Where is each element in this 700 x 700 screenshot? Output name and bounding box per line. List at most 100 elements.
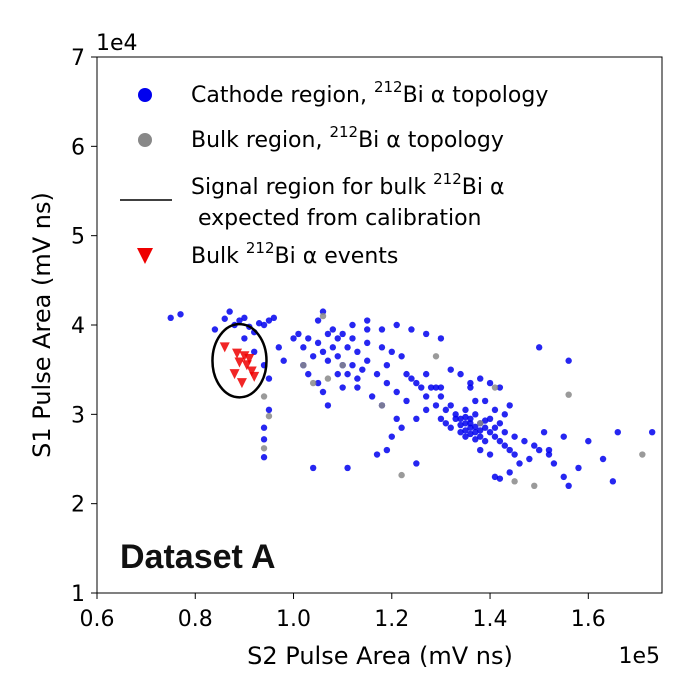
cathode-point [609,478,617,485]
cathode-point [462,420,469,427]
cathode-point [467,379,474,387]
y-tick-label: 4 [71,314,85,339]
cathode-point [364,317,371,324]
x-tick-label: 1.0 [276,607,311,632]
bulk-point [432,353,440,360]
cathode-point [349,321,356,329]
y-tick-label: 1 [71,582,85,607]
cathode-point [334,335,341,342]
cathode-point [295,330,302,338]
cathode-point [486,429,494,436]
event-point [246,366,257,377]
cathode-point [506,402,513,409]
cathode-point [305,335,312,342]
cathode-point [251,348,258,355]
cathode-point [457,370,464,378]
cathode-point [265,317,273,324]
y-tick-label: 2 [71,493,85,518]
cathode-point [211,326,219,333]
cathode-point [481,424,489,431]
cathode-point [486,379,494,387]
cathode-point [486,451,494,458]
cathode-point [516,460,523,467]
event-point [232,348,243,359]
cathode-point [472,423,479,431]
cathode-point [477,427,484,434]
legend-marker-cathode [138,88,152,102]
cathode-point [491,473,499,481]
x-tick-label: 0.8 [178,607,213,632]
cathode-point [383,362,391,369]
cathode-point [334,370,341,378]
bulk-point [639,451,646,458]
legend-label-signal-line2: expected from calibration [191,206,482,231]
cathode-point [241,335,248,342]
cathode-point [398,353,405,360]
x-multiplier: 1e5 [618,644,660,669]
cathode-point [260,454,268,461]
cathode-point [486,415,494,422]
cathode-point [319,348,327,355]
legend-label-signal-line1: Signal region for bulk 212Bi α [191,170,504,200]
cathode-point [599,455,607,463]
cathode-point [393,415,400,422]
bulk-point [565,391,572,398]
cathode-point [373,451,381,458]
cathode-point [545,451,553,458]
cathode-point [648,429,656,436]
cathode-point [324,402,332,409]
legend-marker-events [137,248,153,264]
cathode-point [260,436,268,443]
cathode-point [324,330,332,338]
cathode-point [432,402,440,409]
y-tick-label: 3 [71,403,85,428]
cathode-point [447,366,454,373]
cathode-point [305,370,312,378]
y-tick-label: 5 [71,225,85,250]
cathode-point [614,429,621,436]
cathode-point [255,320,263,327]
cathode-point [260,321,268,329]
cathode-point [388,433,395,440]
cathode-point [511,451,518,458]
cathode-point [472,411,479,418]
cathode-point [349,362,356,369]
legend: Cathode region, 212Bi α topology Bulk re… [120,78,548,269]
cathode-point [447,424,454,431]
cathode-point [364,357,371,364]
cathode-point [585,437,592,445]
cathode-point [457,415,464,422]
cathode-point [241,314,248,322]
cathode-point [545,446,553,454]
bulk-point [300,362,307,369]
bulk-point [511,478,518,485]
cathode-point [511,433,518,440]
cathode-point [359,366,366,373]
cathode-point [413,415,420,422]
cathode-point [364,339,371,347]
cathode-point [481,437,489,445]
cathode-point [535,344,543,351]
cathode-point [349,335,356,342]
cathode-point [501,429,508,436]
cathode-point [491,424,499,431]
cathode-point [437,393,445,400]
bulk-point [309,379,317,387]
cathode-point [496,475,504,482]
cathode-point [521,437,528,445]
cathode-point [496,420,504,427]
legend-marker-bulk [138,133,152,147]
cathode-point [388,348,395,355]
cathode-point [314,339,322,347]
cathode-point [334,353,341,360]
cathode-point [329,326,337,333]
cathode-point [236,317,243,324]
event-point [236,378,247,389]
event-point [229,369,240,380]
cathode-point [265,375,273,382]
cathode-point [452,411,459,418]
cathode-point [368,393,376,400]
cathode-point [403,397,410,405]
cathode-point [319,308,327,315]
cathode-point [167,314,174,322]
